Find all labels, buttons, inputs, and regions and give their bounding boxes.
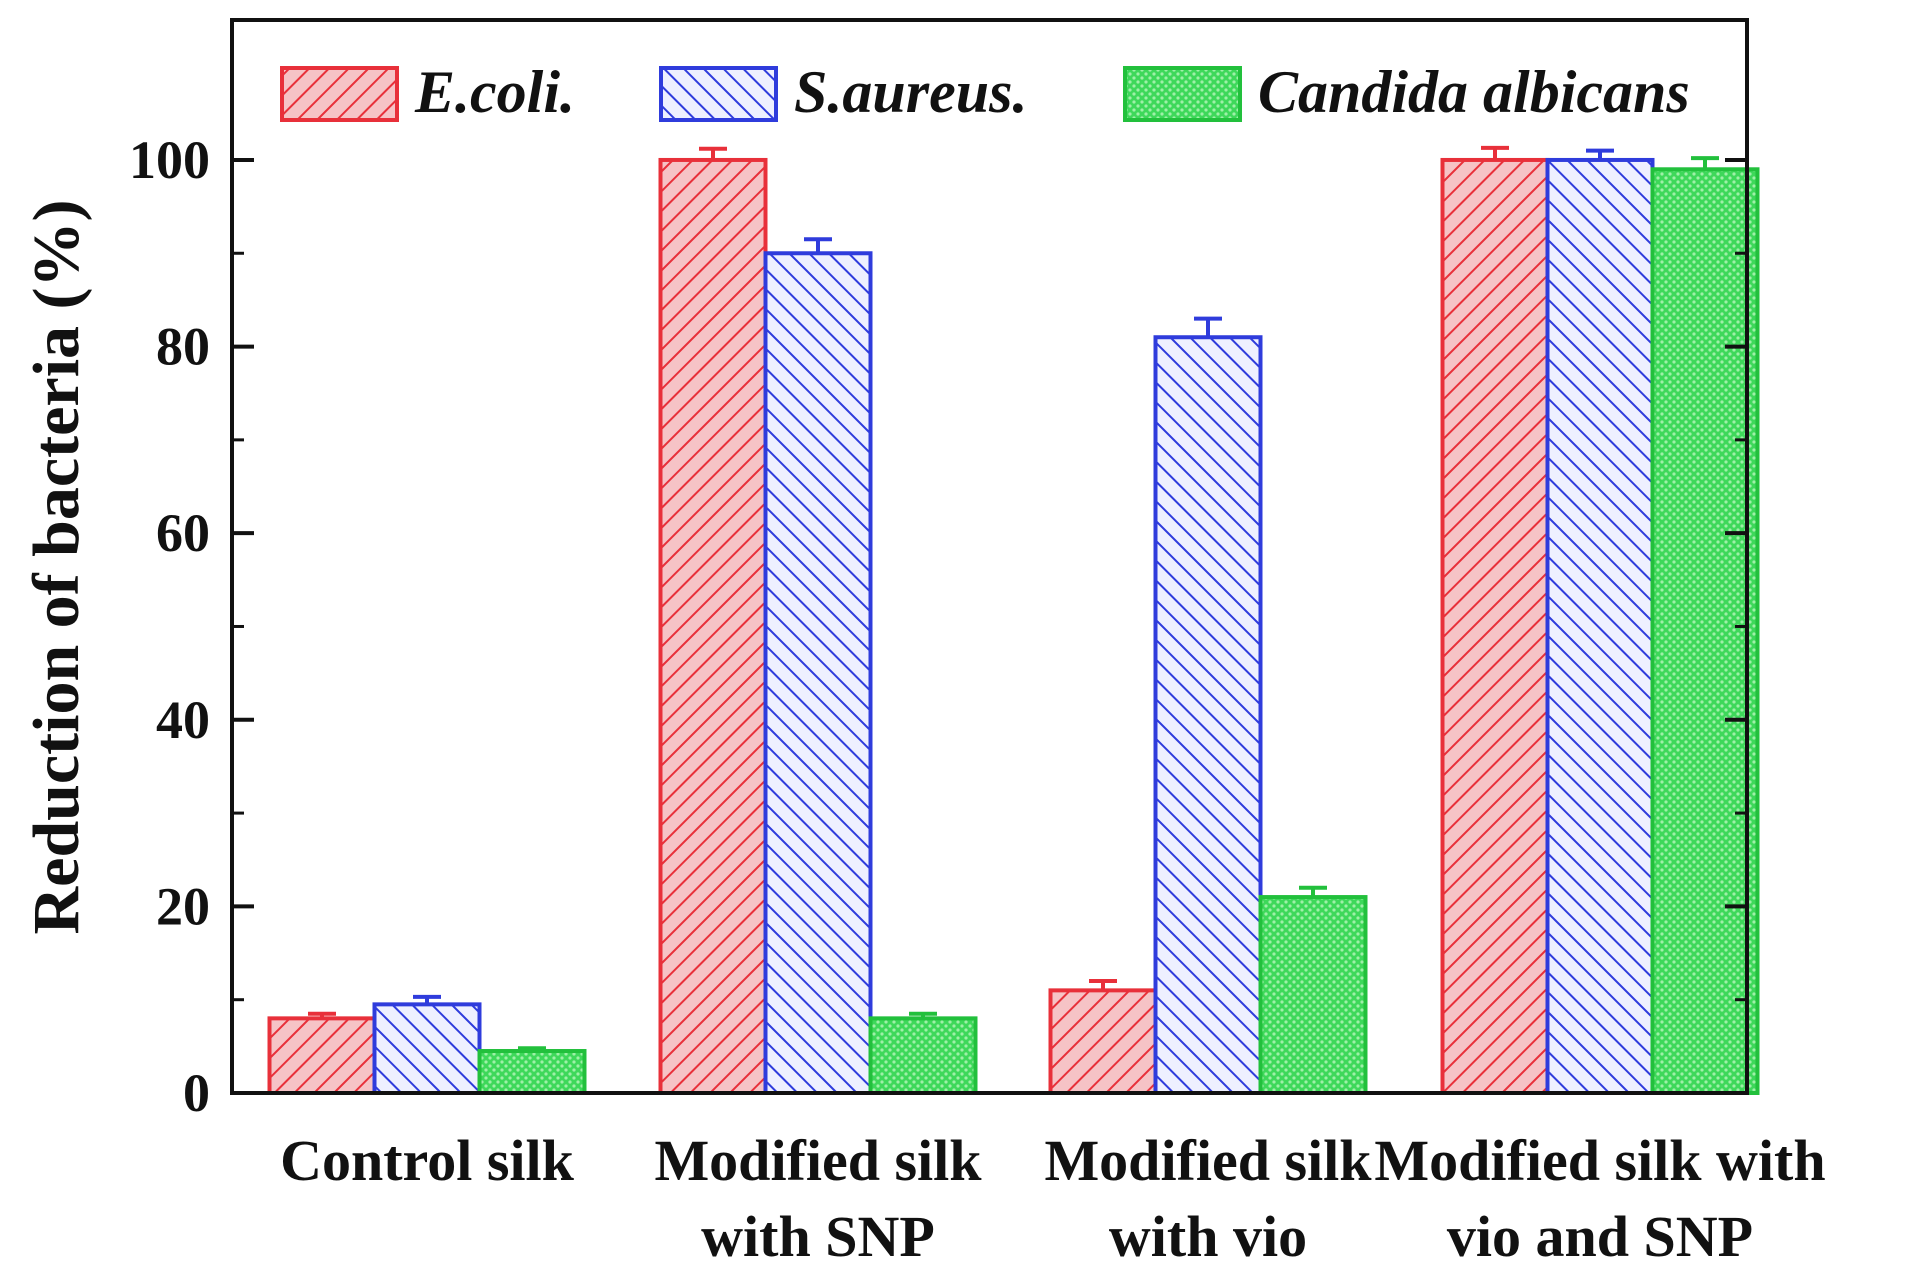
bar-1-3 [1545, 157, 1655, 1095]
y-tick-label: 0 [183, 1063, 210, 1123]
x-tick-label: vio and SNP [1447, 1204, 1753, 1269]
legend-label-2: Candida albicans [1258, 59, 1690, 125]
y-tick-label: 100 [129, 130, 210, 190]
plot-frame [230, 18, 1749, 1095]
x-tick-label: Modified silk with [1374, 1128, 1825, 1193]
y-tick-label: 80 [156, 317, 210, 377]
bar-1-2 [1153, 335, 1263, 1095]
x-tick-label: Control silk [280, 1128, 575, 1193]
y-axis-label: Reduction of bacteria (%) [20, 199, 93, 934]
x-tick-label: Modified silk [654, 1128, 982, 1193]
bar-2-0 [477, 1049, 587, 1096]
bar-2-1 [868, 1016, 978, 1095]
y-tick-label: 60 [156, 503, 210, 563]
plot-content [267, 145, 1760, 1096]
legend-swatch-0 [280, 66, 399, 122]
bar-0-3 [1440, 157, 1550, 1095]
x-axis: Control silk Modified silk with SNP Modifie… [280, 1128, 1826, 1269]
legend-label-1: S.aureus. [794, 59, 1027, 125]
legend: E.coli. S.aureus. Candida albicans [280, 59, 1690, 125]
bar-0-0 [267, 1016, 377, 1095]
legend-swatch-1 [659, 66, 778, 122]
y-tick-label: 20 [156, 876, 210, 936]
bar-0-2 [1048, 988, 1158, 1096]
legend-label-0: E.coli. [414, 59, 575, 125]
x-tick-label: with vio [1109, 1204, 1307, 1269]
bar-2-2 [1258, 895, 1368, 1095]
bar-0-1 [658, 157, 768, 1095]
bar-1-1 [763, 251, 873, 1095]
bar-1-0 [372, 1002, 482, 1095]
legend-swatch-2 [1123, 66, 1242, 122]
y-axis: 0 20 40 60 80 100 [129, 130, 1747, 1123]
y-tick-label: 40 [156, 690, 210, 750]
x-tick-label: Modified silk [1044, 1128, 1372, 1193]
bar-2-3 [1650, 167, 1760, 1096]
x-tick-label: with SNP [701, 1204, 935, 1269]
